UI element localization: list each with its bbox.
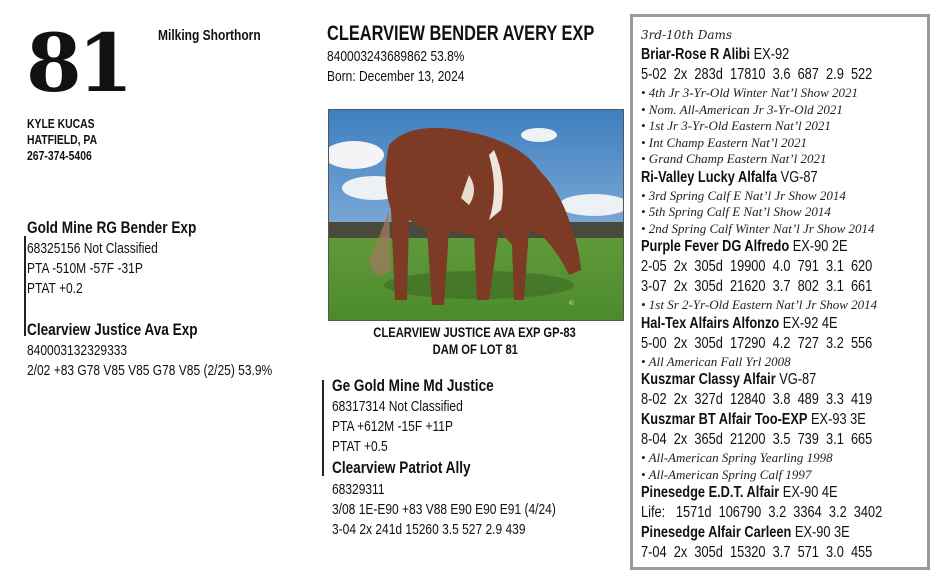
show-award: • All-American Spring Yearling 1998 xyxy=(641,450,927,467)
sire-line: PTAT +0.2 xyxy=(27,280,83,297)
animal-id: 840003243689862 53.8% xyxy=(327,48,465,65)
dams-heading: 3rd-10th Dams xyxy=(641,28,733,42)
award-text: • Grand Champ Eastern Nat’l 2021 xyxy=(641,151,827,166)
consignor-phone: 267-374-5406 xyxy=(27,148,92,163)
dam-name: Kuszmar Classy Alfair xyxy=(641,371,776,388)
dam-name: Briar-Rose R Alibi xyxy=(641,46,751,63)
dam-name: Clearview Justice Ava Exp xyxy=(27,320,198,339)
award-text: • 5th Spring Calf E Nat’l Show 2014 xyxy=(641,204,831,219)
classification-score: EX-90 2E xyxy=(792,238,848,255)
dam-sire-line: PTAT +0.5 xyxy=(332,438,388,455)
production-record: 2-05 2x 305d 19900 4.0 791 3.1 620 xyxy=(641,257,927,277)
show-award: • 3rd Spring Calf E Nat’l Jr Show 2014 xyxy=(641,188,927,205)
dam-line: 2/02 +83 G78 V85 V85 G78 V85 (2/25) 53.9… xyxy=(27,362,273,379)
production-record: 8-02 2x 327d 12840 3.8 489 3.3 419 xyxy=(641,390,927,410)
photo-watermark: © xyxy=(569,300,574,307)
show-award: • 2nd Spring Calf Winter Nat’l Jr Show 2… xyxy=(641,221,927,238)
dam-entry-name: Briar-Rose R Alibi EX-92 xyxy=(641,45,927,65)
award-text: • 3rd Spring Calf E Nat’l Jr Show 2014 xyxy=(641,187,846,203)
show-award: • 5th Spring Calf E Nat’l Show 2014 xyxy=(641,204,927,221)
dam-name: Purple Fever DG Alfredo xyxy=(641,238,790,255)
dam-entry-name: Hal-Tex Alfairs Alfonzo EX-92 4E xyxy=(641,314,927,334)
award-text: • 1st Jr 3-Yr-Old Eastern Nat’l 2021 xyxy=(641,118,831,133)
record-text: 8-02 2x 327d 12840 3.8 489 3.3 419 xyxy=(641,391,873,408)
record-text: Life: 1571d 106790 3.2 3364 3.2 3402 xyxy=(641,504,883,521)
sire-line: 68325156 Not Classified xyxy=(27,240,158,257)
sire-name: Gold Mine RG Bender Exp xyxy=(27,218,197,237)
photo-caption-line2: DAM OF LOT 81 xyxy=(432,341,518,357)
award-text: • 4th Jr 3-Yr-Old Winter Nat’l Show 2021 xyxy=(641,85,858,100)
production-record: 8-04 2x 365d 21200 3.5 739 3.1 665 xyxy=(641,430,927,450)
award-text: • All-American Spring Yearling 1998 xyxy=(641,450,833,465)
dam-name: Pinesedge E.D.T. Alfair xyxy=(641,484,780,501)
dam-name: Kuszmar BT Alfair Too-EXP xyxy=(641,411,808,428)
award-text: • 2nd Spring Calf Winter Nat’l Jr Show 2… xyxy=(641,220,875,236)
consignor-block: KYLE KUCAS HATFIELD, PA 267-374-5406 xyxy=(27,116,115,164)
record-text: 5-02 2x 283d 17810 3.6 687 2.9 522 xyxy=(641,66,873,83)
animal-born: Born: December 13, 2024 xyxy=(327,68,465,85)
dam-sire-line: 68317314 Not Classified xyxy=(332,398,463,415)
record-text: 8-04 2x 365d 21200 3.5 739 3.1 665 xyxy=(641,431,873,448)
dam-name: Ri-Valley Lucky Alfalfa xyxy=(641,168,778,186)
dam-entry-name: Kuszmar Classy Alfair VG-87 xyxy=(641,370,927,390)
photo-caption-line1: CLEARVIEW JUSTICE AVA EXP GP-83 xyxy=(373,324,577,340)
extended-dams-box: 3rd-10th Dams Briar-Rose R Alibi EX-92 5-… xyxy=(630,14,930,570)
dam-photo: © xyxy=(328,109,624,321)
dam-name: Hal-Tex Alfairs Alfonzo xyxy=(641,314,780,332)
production-record: 7-04 2x 305d 15320 3.7 571 3.0 455 xyxy=(641,543,927,563)
award-text: • All American Fall Yrl 2008 xyxy=(641,353,791,369)
record-text: 3-07 2x 305d 21620 3.7 802 3.1 661 xyxy=(641,278,873,295)
award-text: • 1st Sr 2-Yr-Old Eastern Nat’l Jr Show … xyxy=(641,297,878,312)
dam-entry-name: Pinesedge E.D.T. Alfair EX-90 4E xyxy=(641,483,927,503)
record-text: 7-04 2x 305d 15320 3.7 571 3.0 455 xyxy=(641,544,873,561)
dam-line: 840003132329333 xyxy=(27,342,128,359)
production-record: 5-02 2x 283d 17810 3.6 687 2.9 522 xyxy=(641,65,927,85)
award-text: • All-American Spring Calf 1997 xyxy=(641,466,812,482)
production-record: 5-00 2x 305d 17290 4.2 727 3.2 556 xyxy=(641,334,927,354)
dam-dam-name: Clearview Patriot Ally xyxy=(332,458,471,477)
production-record: Life: 1571d 106790 3.2 3364 3.2 3402 xyxy=(641,503,927,523)
dam-dam-line: 3/08 1E-E90 +83 V88 E90 E90 E91 (4/24) xyxy=(332,501,556,518)
show-award: • 1st Jr 3-Yr-Old Eastern Nat’l 2021 xyxy=(641,118,927,135)
cow-photo-illustration: © xyxy=(329,110,623,320)
consignor-name: KYLE KUCAS xyxy=(27,116,95,131)
classification-score: EX-93 3E xyxy=(810,411,866,428)
pedigree-bracket xyxy=(24,236,26,336)
show-award: • Grand Champ Eastern Nat’l 2021 xyxy=(641,151,927,168)
dam-dam-line: 68329311 xyxy=(332,481,385,498)
pedigree-bracket xyxy=(322,380,324,476)
animal-name: CLEARVIEW BENDER AVERY EXP xyxy=(327,22,595,45)
show-award: • Nom. All-American Jr 3-Yr-Old 2021 xyxy=(641,102,927,119)
award-text: • Int Champ Eastern Nat’l 2021 xyxy=(641,134,807,150)
classification-score: EX-92 4E xyxy=(782,314,838,332)
classification-score: EX-90 3E xyxy=(794,524,850,541)
dam-sire-line: PTA +612M -15F +11P xyxy=(332,418,453,435)
lot-number: 81 xyxy=(26,16,133,110)
show-award: • All-American Spring Calf 1997 xyxy=(641,467,927,484)
record-text: 2-05 2x 305d 19900 4.0 791 3.1 620 xyxy=(641,258,873,275)
record-text: 5-00 2x 305d 17290 4.2 727 3.2 556 xyxy=(641,334,873,352)
show-award: • 1st Sr 2-Yr-Old Eastern Nat’l Jr Show … xyxy=(641,297,927,314)
classification-score: VG-87 xyxy=(779,371,817,388)
classification-score: EX-90 4E xyxy=(782,484,838,501)
award-text: • Nom. All-American Jr 3-Yr-Old 2021 xyxy=(641,101,843,117)
classification-score: EX-92 xyxy=(753,46,790,63)
dam-entry-name: Ri-Valley Lucky Alfalfa VG-87 xyxy=(641,168,927,188)
classification-score: VG-87 xyxy=(780,168,818,186)
dam-name: Pinesedge Alfair Carleen xyxy=(641,524,792,541)
dam-dam-line: 3-04 2x 241d 15260 3.5 527 2.9 439 xyxy=(332,521,526,538)
consignor-location: HATFIELD, PA xyxy=(27,132,98,147)
show-award: • Int Champ Eastern Nat’l 2021 xyxy=(641,135,927,152)
show-award: • All American Fall Yrl 2008 xyxy=(641,354,927,371)
dam-sire-name: Ge Gold Mine Md Justice xyxy=(332,376,494,395)
breed-label: Milking Shorthorn xyxy=(158,27,261,44)
show-award: • 4th Jr 3-Yr-Old Winter Nat’l Show 2021 xyxy=(641,85,927,102)
dam-entry-name: Kuszmar BT Alfair Too-EXP EX-93 3E xyxy=(641,410,927,430)
dam-entry-name: Pinesedge Alfair Carleen EX-90 3E xyxy=(641,523,927,543)
production-record: 3-07 2x 305d 21620 3.7 802 3.1 661 xyxy=(641,277,927,297)
sire-line: PTA -510M -57F -31P xyxy=(27,260,143,277)
dam-entry-name: Purple Fever DG Alfredo EX-90 2E xyxy=(641,237,927,257)
